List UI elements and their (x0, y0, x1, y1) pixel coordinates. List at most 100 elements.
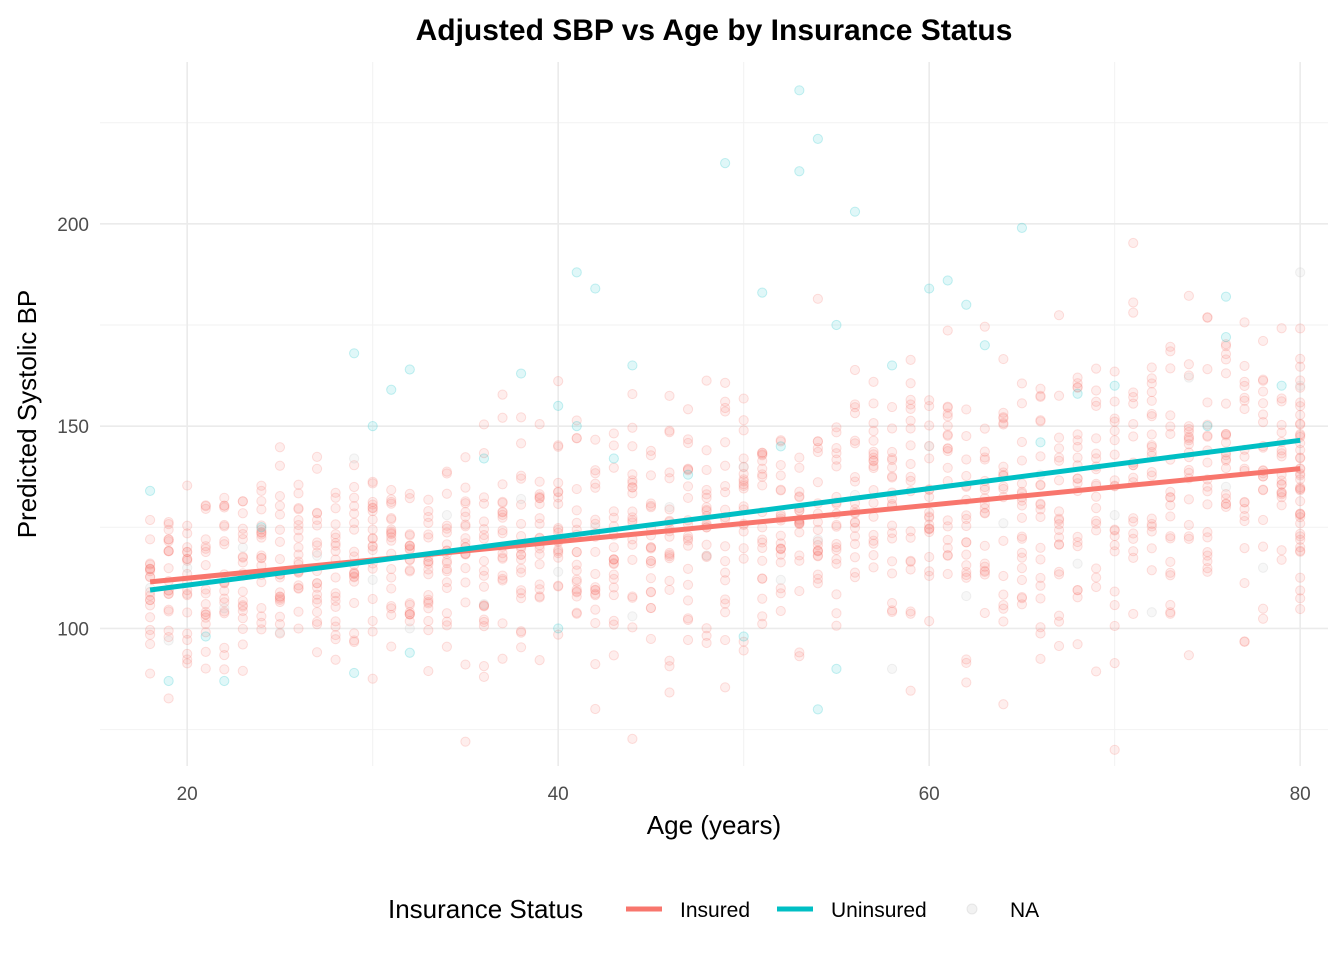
point-insured (720, 634, 731, 646)
point-insured (682, 563, 694, 574)
point-insured (1202, 486, 1213, 497)
point-na (1109, 510, 1120, 521)
point-insured (386, 583, 397, 594)
point-insured (720, 377, 731, 388)
point-insured (200, 618, 211, 630)
point-insured (812, 573, 823, 584)
point-insured (961, 430, 972, 442)
point-insured (1295, 485, 1306, 496)
point-insured (627, 554, 638, 565)
point-insured (1109, 413, 1120, 424)
point-insured (1035, 391, 1046, 402)
point-insured (200, 588, 211, 599)
point-insured (311, 582, 323, 593)
point-insured (1295, 603, 1306, 615)
point-insured (1183, 519, 1194, 531)
point-insured (1183, 435, 1194, 446)
point-insured (1165, 567, 1176, 578)
point-insured (1091, 453, 1102, 464)
point-insured (1239, 317, 1250, 328)
point-insured (701, 539, 712, 550)
point-insured (794, 452, 805, 463)
point-insured (182, 480, 193, 491)
point-insured (1276, 554, 1287, 565)
point-insured (571, 565, 582, 576)
point-insured (386, 526, 397, 537)
point-insured (645, 450, 657, 461)
point-insured (812, 546, 823, 557)
point-insured (812, 545, 823, 556)
point-insured (831, 427, 842, 438)
point-insured (664, 687, 675, 698)
point-insured (1295, 375, 1306, 386)
point-insured (775, 530, 786, 541)
point-insured (645, 587, 657, 598)
point-insured (293, 532, 304, 543)
point-insured (868, 376, 879, 387)
point-insured (794, 550, 805, 561)
point-na (1220, 481, 1232, 492)
point-insured (423, 532, 434, 543)
point-insured (460, 736, 471, 747)
point-insured (478, 600, 490, 611)
point-insured (664, 427, 675, 438)
point-insured (1220, 455, 1232, 466)
point-insured (775, 459, 786, 471)
point-insured (256, 602, 267, 614)
point-insured (404, 607, 415, 618)
point-insured (553, 544, 564, 555)
point-insured (979, 565, 990, 576)
point-insured (757, 573, 768, 584)
point-insured (553, 546, 564, 557)
point-uninsured (738, 631, 749, 642)
point-insured (608, 512, 619, 523)
point-insured (701, 623, 712, 634)
point-insured (349, 481, 360, 493)
point-insured (608, 619, 619, 630)
point-insured (163, 563, 174, 574)
point-insured (998, 603, 1009, 614)
point-insured (701, 464, 712, 476)
point-insured (1276, 500, 1287, 511)
point-insured (478, 448, 490, 459)
point-insured (1109, 366, 1120, 377)
point-insured (274, 491, 286, 502)
point-insured (608, 558, 619, 569)
point-insured (311, 451, 323, 462)
point-insured (386, 512, 397, 524)
point-insured (886, 462, 898, 473)
point-insured (330, 601, 341, 612)
point-insured (1239, 503, 1250, 515)
point-insured (664, 551, 675, 562)
point-insured (571, 576, 582, 587)
point-insured (627, 591, 638, 602)
point-insured (812, 569, 823, 580)
point-insured (1202, 532, 1213, 543)
point-insured (1053, 475, 1065, 486)
point-uninsured (1035, 437, 1046, 448)
point-insured (794, 462, 805, 473)
point-insured (682, 465, 694, 476)
point-insured (1276, 396, 1287, 407)
point-insured (441, 566, 452, 577)
point-insured (738, 474, 749, 485)
trend-lines (149, 437, 1301, 593)
point-insured (775, 544, 786, 555)
x-tick-label: 60 (919, 784, 940, 805)
point-insured (256, 617, 267, 628)
point-insured (924, 523, 935, 534)
point-insured (645, 502, 657, 513)
point-uninsured (775, 441, 786, 452)
point-insured (553, 581, 564, 592)
point-insured (404, 540, 415, 551)
point-insured (534, 491, 545, 502)
point-insured (441, 527, 452, 538)
point-insured (1109, 620, 1120, 632)
point-insured (979, 446, 990, 457)
point-insured (144, 534, 156, 545)
point-insured (1072, 452, 1083, 463)
point-insured (608, 558, 619, 570)
point-insured (1016, 593, 1028, 604)
point-insured (1295, 518, 1306, 529)
